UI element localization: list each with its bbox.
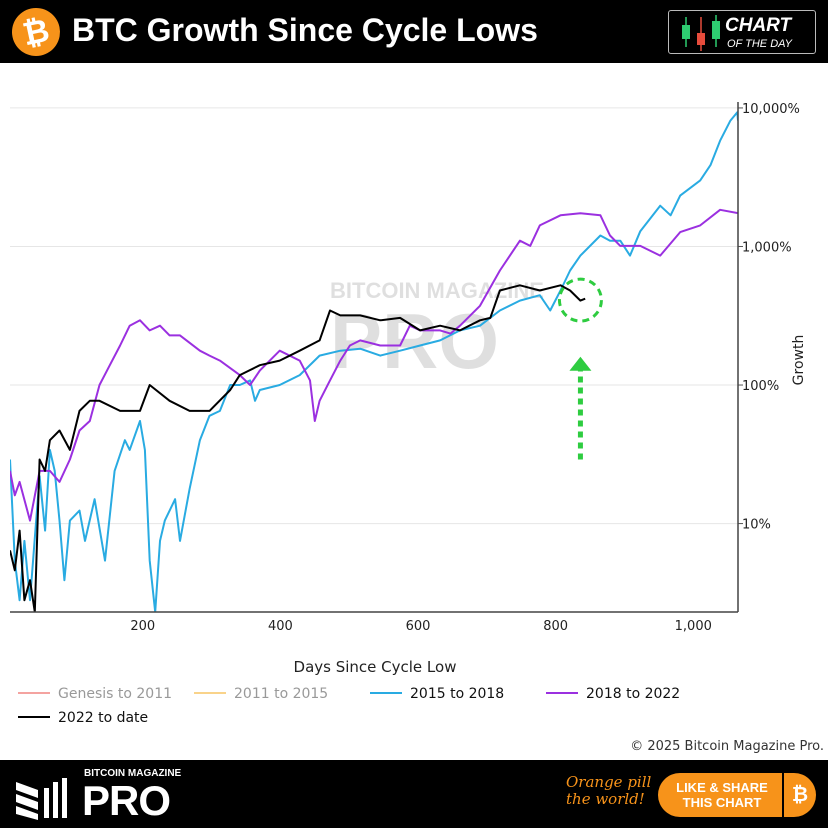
y-tick-label: 10% (742, 518, 771, 533)
legend-label: 2022 to date (58, 710, 148, 726)
x-axis-label: Days Since Cycle Low (294, 658, 457, 676)
legend-label: 2015 to 2018 (410, 686, 504, 702)
page-title: BTC Growth Since Cycle Lows (72, 12, 538, 48)
slogan-line2: the world! (566, 790, 645, 808)
candlestick-icon (682, 15, 720, 51)
y-tick-label: 1,000% (742, 240, 792, 255)
series-line-2022-to-date (10, 284, 586, 612)
annotations (557, 277, 603, 460)
header-bar: ₿ BTC Growth Since Cycle Lows CHART OF T… (0, 0, 828, 63)
footer-bar: BITCOIN MAGAZINE PRO Orange pill the wor… (0, 760, 828, 828)
share-line1: LIKE & SHARE (676, 780, 768, 795)
arrow-up-icon (569, 356, 592, 371)
chart-of-the-day-badge: CHART OF THE DAY (668, 10, 816, 54)
bitcoin-magazine-logo-icon (16, 778, 67, 820)
svg-text:BITCOIN MAGAZINE: BITCOIN MAGAZINE (330, 278, 544, 303)
x-tick-label: 600 (406, 619, 431, 634)
like-share-button[interactable]: LIKE & SHARE THIS CHART ₿ (658, 773, 816, 817)
x-tick-label: 1,000 (675, 619, 712, 634)
brand-small: BITCOIN MAGAZINE (84, 768, 182, 779)
x-tick-label: 200 (130, 619, 155, 634)
brand-pro: PRO (82, 777, 171, 824)
y-tick-label: 10,000% (742, 102, 800, 117)
series-lines (10, 111, 738, 612)
badge-line2: OF THE DAY (727, 38, 792, 50)
legend: Genesis to 2011 2011 to 2015 2015 to 2018 2… (18, 686, 680, 726)
bitcoin-logo-icon: ₿ (7, 3, 65, 61)
y-axis-label: Growth (791, 335, 807, 386)
slogan: Orange pill the world! (566, 774, 651, 808)
slogan-line1: Orange pill (566, 773, 652, 791)
series-line-2015-to-2018 (10, 111, 738, 612)
badge-line1: CHART (725, 15, 792, 36)
copyright: © 2025 Bitcoin Magazine Pro. (630, 739, 824, 754)
chart: BITCOIN MAGAZINE PRO 10% 100% 1,000% 10,000… (10, 102, 824, 754)
bitcoin-icon: ₿ (782, 773, 816, 817)
watermark: BITCOIN MAGAZINE PRO (330, 278, 544, 385)
legend-label: 2011 to 2015 (234, 686, 328, 702)
y-tick-label: 100% (742, 379, 779, 394)
x-tick-label: 400 (268, 619, 293, 634)
legend-label: 2018 to 2022 (586, 686, 680, 702)
grid (10, 107, 738, 525)
svg-text:PRO: PRO (330, 297, 499, 385)
x-tick-label: 800 (543, 619, 568, 634)
axes: 10% 100% 1,000% 10,000% 200 400 600 800 1,000 (10, 102, 800, 634)
legend-label: Genesis to 2011 (58, 686, 172, 702)
highlight-circle (557, 277, 603, 323)
series-line-2018-to-2022 (10, 208, 738, 522)
share-line2: THIS CHART (682, 795, 762, 810)
